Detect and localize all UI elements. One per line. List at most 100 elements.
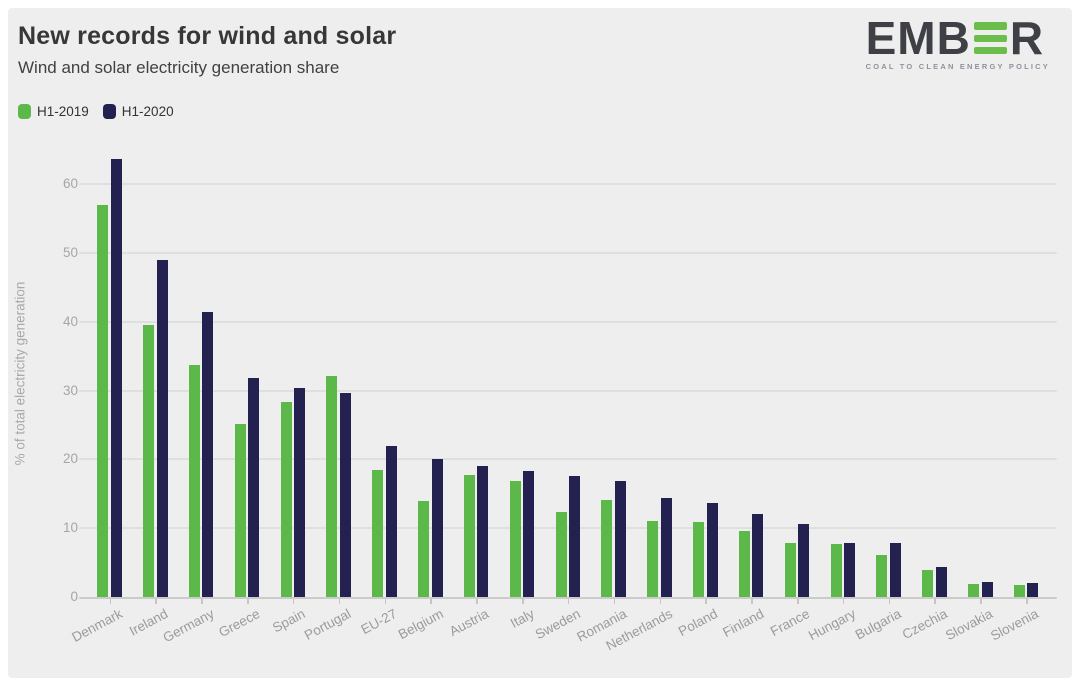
x-axis-tick: [705, 599, 707, 604]
x-axis-tick: [476, 599, 478, 604]
chart-subtitle: Wind and solar electricity generation sh…: [18, 58, 340, 77]
bar-h1-2019: [693, 522, 705, 597]
bar-h1-2020: [477, 465, 489, 597]
logo-green-e-icon: [973, 22, 1007, 55]
bar-h1-2019: [326, 376, 338, 597]
x-axis-tick: [155, 599, 157, 604]
bar-h1-2020: [339, 393, 351, 597]
bar-h1-2019: [738, 530, 750, 597]
x-axis-label: Greece: [215, 606, 263, 641]
y-axis-tick-label: 30: [62, 382, 78, 398]
bar-h1-2020: [110, 158, 122, 597]
x-axis-label: Slovenia: [988, 606, 1042, 644]
y-axis-tick-label: 60: [62, 176, 78, 192]
bar-h1-2020: [752, 514, 764, 597]
bar-h1-2019: [509, 480, 521, 597]
x-axis-tick: [980, 599, 982, 604]
grid-line: [79, 252, 1057, 255]
bar-h1-2020: [523, 471, 535, 597]
bar-h1-2019: [784, 542, 796, 597]
x-axis-label: EU-27: [358, 606, 400, 638]
legend-item: H1-2020: [102, 104, 174, 119]
x-axis-tick: [934, 599, 936, 604]
x-axis-tick: [888, 599, 891, 604]
bar-h1-2019: [372, 470, 384, 597]
x-axis-tick: [659, 599, 661, 604]
x-axis-tick: [201, 599, 203, 604]
bar-h1-2019: [143, 325, 155, 597]
x-axis-tick: [292, 599, 295, 604]
bar-h1-2019: [280, 401, 292, 597]
x-axis-label: Czechia: [899, 606, 950, 643]
grid-line: [79, 183, 1057, 186]
x-axis-label: Sweden: [532, 606, 583, 643]
chart-title: New records for wind and solar: [18, 22, 397, 50]
bar-h1-2019: [1013, 585, 1025, 597]
bar-h1-2020: [614, 480, 626, 597]
bar-h1-2019: [922, 569, 934, 597]
legend-swatch-icon: [18, 104, 31, 119]
bar-h1-2020: [844, 542, 856, 597]
legend-label: H1-2020: [121, 104, 174, 119]
grid-line: [79, 458, 1057, 461]
x-axis-tick: [797, 599, 799, 604]
bar-h1-2019: [234, 423, 246, 597]
ember-logo-wordmark: EMB R: [865, 12, 1050, 64]
bar-h1-2019: [601, 500, 613, 597]
x-axis-tick: [430, 599, 432, 604]
bar-h1-2019: [647, 520, 659, 597]
x-axis-label: Belgium: [395, 606, 446, 643]
logo-text-right: R: [1009, 12, 1045, 64]
x-axis-label: Denmark: [69, 606, 125, 645]
bar-h1-2019: [968, 583, 980, 597]
x-axis-tick: [338, 599, 341, 604]
x-axis-label: Hungary: [805, 606, 858, 644]
x-axis-label: Italy: [508, 606, 538, 631]
legend-swatch-icon: [102, 104, 116, 119]
x-axis-tick: [751, 599, 753, 604]
bar-h1-2020: [202, 311, 214, 597]
bar-h1-2020: [1027, 582, 1039, 597]
bar-h1-2020: [294, 387, 306, 597]
x-axis-tick: [109, 599, 112, 604]
bar-h1-2020: [156, 260, 168, 597]
bar-h1-2020: [706, 502, 718, 597]
bar-h1-2020: [385, 445, 397, 597]
grid-line: [79, 320, 1057, 323]
y-axis-tick-label: 20: [62, 451, 78, 467]
bar-h1-2020: [569, 475, 581, 597]
x-axis-line: [79, 597, 1057, 599]
bar-h1-2019: [876, 555, 888, 597]
x-axis-tick: [384, 599, 387, 604]
bar-chart-plot-area: % of total electricity generation 0 10 20 3…: [13, 150, 1057, 653]
y-axis-tick-label: 10: [62, 520, 78, 536]
grid-line: [79, 389, 1057, 392]
logo-text-left: EMB: [865, 12, 971, 64]
bar-h1-2019: [463, 475, 475, 597]
x-axis-tick: [613, 599, 616, 604]
bar-h1-2020: [248, 378, 260, 597]
y-axis-tick-label: 0: [70, 589, 78, 604]
x-axis-tick: [842, 599, 845, 604]
x-axis-tick: [522, 599, 524, 604]
bar-h1-2019: [188, 364, 200, 597]
bar-h1-2019: [418, 500, 430, 597]
bar-h1-2020: [935, 566, 947, 597]
logo-tagline: COAL TO CLEAN ENERGY POLICY: [865, 61, 1050, 71]
x-axis-label: Poland: [676, 606, 721, 639]
x-axis-label: Slovakia: [943, 606, 996, 644]
legend-item: H1-2019: [18, 104, 89, 119]
bar-h1-2020: [889, 543, 901, 597]
ember-logo: EMB R COAL TO CLEAN ENERGY POLICY: [865, 12, 1050, 71]
x-axis-label: France: [767, 606, 813, 639]
x-axis-label: Austria: [447, 606, 492, 639]
bar-h1-2020: [798, 524, 810, 597]
x-axis-tick: [1026, 599, 1028, 604]
y-axis-tick-label: 40: [62, 313, 78, 329]
x-axis-label: Finland: [720, 606, 767, 641]
y-axis-tick-label: 50: [62, 245, 78, 261]
x-axis-label: Portugal: [302, 606, 354, 643]
chart-legend: H1-2019 H1-2020: [18, 104, 174, 119]
bar-h1-2020: [981, 581, 993, 597]
x-axis-label: Germany: [160, 606, 217, 646]
